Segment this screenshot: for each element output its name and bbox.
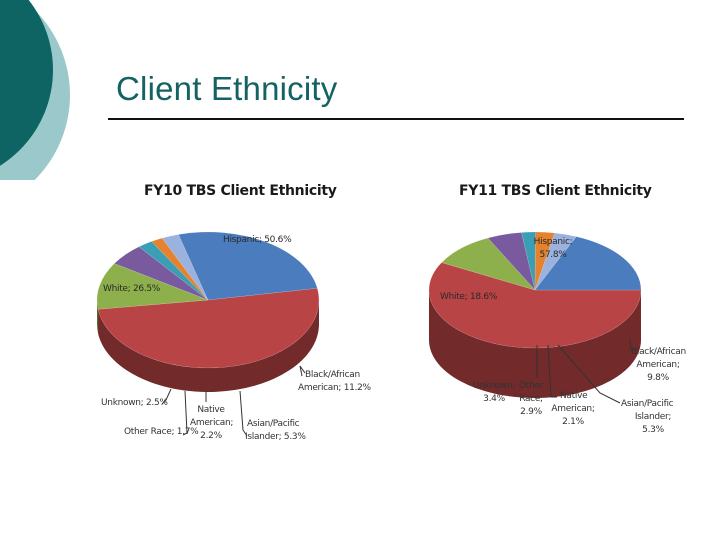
pie-slice-white: [534, 236, 642, 291]
pie-group: [428, 231, 642, 404]
pie-slice-hispanic: [97, 287, 320, 369]
leader-line: [182, 390, 188, 436]
pie-side-hispanic: [98, 300, 319, 392]
fy11-label-black-1: Black/African: [631, 347, 686, 357]
pie-slice-unknown: [161, 234, 209, 301]
pie-slice-unknown: [534, 232, 577, 291]
fy10-label-native-2: American;: [190, 418, 234, 428]
pie-slice-asian-pacific-islander: [113, 246, 209, 301]
leader-line: [557, 344, 621, 404]
leader-line: [299, 365, 306, 377]
fy11-label-native-3: 2.1%: [562, 417, 584, 427]
fy10-label-unknown: Unknown; 2.5%: [101, 398, 168, 408]
pie-slice-native-american: [521, 231, 536, 291]
fy11-label-unknown-1: Unknown;: [472, 381, 516, 391]
leader-line: [239, 390, 248, 437]
fy11-label-other-1: Other: [518, 381, 544, 391]
pie-side-black-african-american: [97, 300, 99, 334]
pie-slice-white: [178, 231, 318, 301]
leader-line: [547, 344, 557, 398]
fy11-label-black-2: American;: [636, 360, 680, 370]
pie-side-hispanic: [429, 290, 641, 398]
fy10-label-black-2: American; 11.2%: [298, 383, 371, 393]
fy10-label-asian-2: Islander; 5.3%: [245, 432, 306, 442]
fy10-label-native-3: 2.2%: [200, 431, 222, 441]
fy11-label-unknown-2: 3.4%: [483, 394, 505, 404]
fy11-label-native-2: American;: [551, 404, 595, 414]
pie-slice-other-race: [534, 231, 556, 291]
fy11-label-asian-1: Asian/Pacific: [621, 399, 674, 409]
pie-slice-other-race: [151, 237, 209, 301]
slide-title: Client Ethnicity: [116, 70, 338, 107]
deco-circle-dark: [0, 0, 53, 166]
fy11-label-other-2: Race;: [519, 394, 543, 404]
fy11-label-other-3: 2.9%: [520, 407, 542, 417]
fy10-label-hispanic: Hispanic; 50.6%: [223, 235, 292, 245]
leader-line: [161, 388, 172, 405]
fy11-label-hispanic-2: 57.8%: [539, 250, 567, 260]
fy10-label-black-1: Black/African: [305, 370, 360, 380]
fy10-label-white: White; 26.5%: [103, 284, 161, 294]
pie-slice-black-african-american: [441, 237, 536, 291]
fy11-label-asian-2: Islander;: [634, 412, 672, 422]
fy11-label-white: White; 18.6%: [440, 292, 498, 302]
fy10-label-asian-1: Asian/Pacific: [247, 419, 300, 429]
fy11-label-asian-3: 5.3%: [642, 425, 664, 435]
fy11-label-native-1: Native: [560, 391, 588, 401]
pie-group: [96, 231, 320, 437]
leader-line: [629, 338, 636, 351]
pie-slice-native-american: [138, 241, 209, 301]
decorative-circles: [0, 0, 70, 180]
fy11-label-hispanic-1: Hispanic;: [533, 237, 573, 247]
title-divider: [108, 118, 684, 120]
fy11-label-black-3: 9.8%: [647, 373, 669, 383]
pie-slice-hispanic: [428, 262, 642, 349]
fy10-label-native-1: Native: [197, 405, 225, 415]
fy10-chart-title: FY10 TBS Client Ethnicity: [144, 183, 337, 199]
fy10-label-other: Other Race; 1.7%: [124, 427, 199, 437]
pie-slice-black-african-american: [96, 263, 209, 310]
fy11-chart-title: FY11 TBS Client Ethnicity: [459, 183, 652, 199]
pie-slice-asian-pacific-islander: [487, 232, 536, 291]
